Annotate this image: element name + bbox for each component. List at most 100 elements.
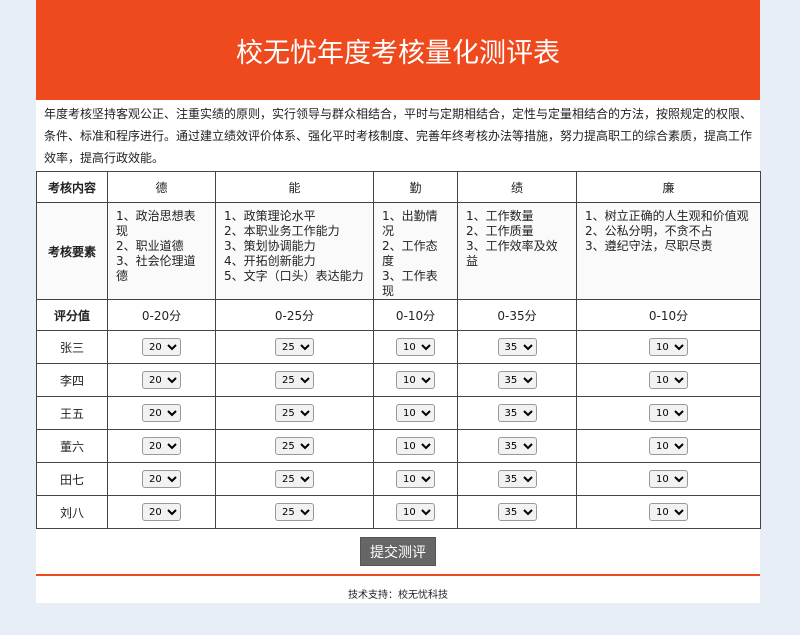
score-select[interactable]: 10 xyxy=(396,371,435,389)
score-cell: 10 xyxy=(576,330,761,364)
score-select[interactable]: 20 xyxy=(142,338,181,356)
score-select[interactable]: 35 xyxy=(497,371,537,389)
score-select[interactable]: 20 xyxy=(142,437,181,455)
column-header: 勤 xyxy=(373,171,458,203)
submit-button[interactable]: 提交测评 xyxy=(360,537,436,566)
footer-divider xyxy=(36,574,760,576)
score-select[interactable]: 35 xyxy=(497,338,537,356)
score-cell: 10 xyxy=(373,396,458,430)
element-item: 3、社会伦理道德 xyxy=(116,254,196,283)
score-select[interactable]: 20 xyxy=(142,371,181,389)
score-cell: 20 xyxy=(107,495,216,529)
score-select[interactable]: 10 xyxy=(649,437,688,455)
person-name: 董六 xyxy=(36,429,108,463)
person-name: 王五 xyxy=(36,396,108,430)
score-cell: 25 xyxy=(215,495,374,529)
score-select[interactable]: 35 xyxy=(497,404,537,422)
person-row: 田七 20 25 10 35 10 xyxy=(36,462,761,496)
person-name: 李四 xyxy=(36,363,108,397)
column-header: 绩 xyxy=(457,171,577,203)
element-item: 2、职业道德 xyxy=(116,239,184,253)
element-item: 3、策划协调能力 xyxy=(224,239,316,253)
score-cell: 10 xyxy=(373,462,458,496)
row-label-score: 评分值 xyxy=(36,299,108,331)
score-range: 0-25分 xyxy=(215,299,374,331)
element-item: 4、开拓创新能力 xyxy=(224,254,316,268)
element-item: 3、工作效率及效益 xyxy=(466,239,558,268)
score-cell: 10 xyxy=(576,429,761,463)
column-header: 能 xyxy=(215,171,374,203)
column-header: 德 xyxy=(107,171,216,203)
score-select[interactable]: 10 xyxy=(649,404,688,422)
score-select[interactable]: 10 xyxy=(396,503,435,521)
person-name: 张三 xyxy=(36,330,108,364)
score-cell: 10 xyxy=(576,363,761,397)
evaluation-table: 考核内容 德能勤绩廉 考核要素 1、政治思想表现 2、职业道德 3、社会伦理道德 1、… xyxy=(36,171,761,529)
score-cell: 10 xyxy=(576,462,761,496)
score-select[interactable]: 25 xyxy=(275,404,314,422)
person-row: 王五 20 25 10 35 10 xyxy=(36,396,761,430)
score-cell: 25 xyxy=(215,429,374,463)
score-select[interactable]: 10 xyxy=(649,503,688,521)
score-select[interactable]: 10 xyxy=(396,338,435,356)
score-select[interactable]: 10 xyxy=(396,404,435,422)
score-cell: 25 xyxy=(215,396,374,430)
score-range: 0-35分 xyxy=(457,299,577,331)
element-item: 1、出勤情况 xyxy=(382,209,438,238)
person-name: 田七 xyxy=(36,462,108,496)
elements-cell: 1、出勤情况 2、工作态度 3、工作表现 xyxy=(373,202,458,300)
element-item: 2、公私分明，不贪不占 xyxy=(585,224,713,238)
score-cell: 25 xyxy=(215,330,374,364)
page-container: 校无忧年度考核量化测评表 年度考核坚持客观公正、注重实绩的原则，实行领导与群众相… xyxy=(36,0,761,603)
score-select[interactable]: 35 xyxy=(497,437,537,455)
score-cell: 20 xyxy=(107,462,216,496)
element-item: 3、遵纪守法，尽职尽责 xyxy=(585,239,713,253)
score-cell: 35 xyxy=(457,462,577,496)
score-select[interactable]: 10 xyxy=(649,470,688,488)
element-item: 2、工作态度 xyxy=(382,239,438,268)
person-row: 董六 20 25 10 35 10 xyxy=(36,429,761,463)
score-cell: 10 xyxy=(373,429,458,463)
score-select[interactable]: 20 xyxy=(142,470,181,488)
score-cell: 10 xyxy=(576,495,761,529)
score-select[interactable]: 20 xyxy=(142,503,181,521)
score-cell: 25 xyxy=(215,462,374,496)
elements-cell: 1、树立正确的人生观和价值观 2、公私分明，不贪不占 3、遵纪守法，尽职尽责 xyxy=(576,202,761,300)
score-cell: 20 xyxy=(107,330,216,364)
score-cell: 20 xyxy=(107,429,216,463)
element-item: 1、政治思想表现 xyxy=(116,209,196,238)
element-item: 3、工作表现 xyxy=(382,269,438,298)
score-select[interactable]: 25 xyxy=(275,470,314,488)
element-item: 1、树立正确的人生观和价值观 xyxy=(585,209,749,223)
score-cell: 20 xyxy=(107,396,216,430)
score-range: 0-20分 xyxy=(107,299,216,331)
score-select[interactable]: 10 xyxy=(649,371,688,389)
score-select[interactable]: 25 xyxy=(275,371,314,389)
page-title: 校无忧年度考核量化测评表 xyxy=(236,37,560,69)
score-select[interactable]: 25 xyxy=(275,437,314,455)
footer-text: 技术支持：校无忧科技 xyxy=(348,590,448,601)
person-row: 李四 20 25 10 35 10 xyxy=(36,363,761,397)
score-cell: 20 xyxy=(107,363,216,397)
page-header: 校无忧年度考核量化测评表 xyxy=(36,0,760,100)
score-select[interactable]: 25 xyxy=(275,338,314,356)
score-select[interactable]: 25 xyxy=(275,503,314,521)
score-range: 0-10分 xyxy=(576,299,761,331)
person-row: 张三 20 25 10 35 10 xyxy=(36,330,761,364)
elements-row: 考核要素 1、政治思想表现 2、职业道德 3、社会伦理道德 1、政策理论水平 2、本职业… xyxy=(36,202,761,300)
score-select[interactable]: 20 xyxy=(142,404,181,422)
row-label-elements: 考核要素 xyxy=(36,202,108,300)
score-cell: 10 xyxy=(373,495,458,529)
score-select[interactable]: 10 xyxy=(649,338,688,356)
score-select[interactable]: 10 xyxy=(396,470,435,488)
element-item: 5、文字（口头）表达能力 xyxy=(224,269,364,283)
person-name: 刘八 xyxy=(36,495,108,529)
score-select[interactable]: 35 xyxy=(497,470,537,488)
score-cell: 10 xyxy=(373,363,458,397)
score-range: 0-10分 xyxy=(373,299,458,331)
score-cell: 10 xyxy=(576,396,761,430)
score-cell: 10 xyxy=(373,330,458,364)
score-select[interactable]: 35 xyxy=(497,503,537,521)
score-select[interactable]: 10 xyxy=(396,437,435,455)
element-item: 1、工作数量 xyxy=(466,209,534,223)
